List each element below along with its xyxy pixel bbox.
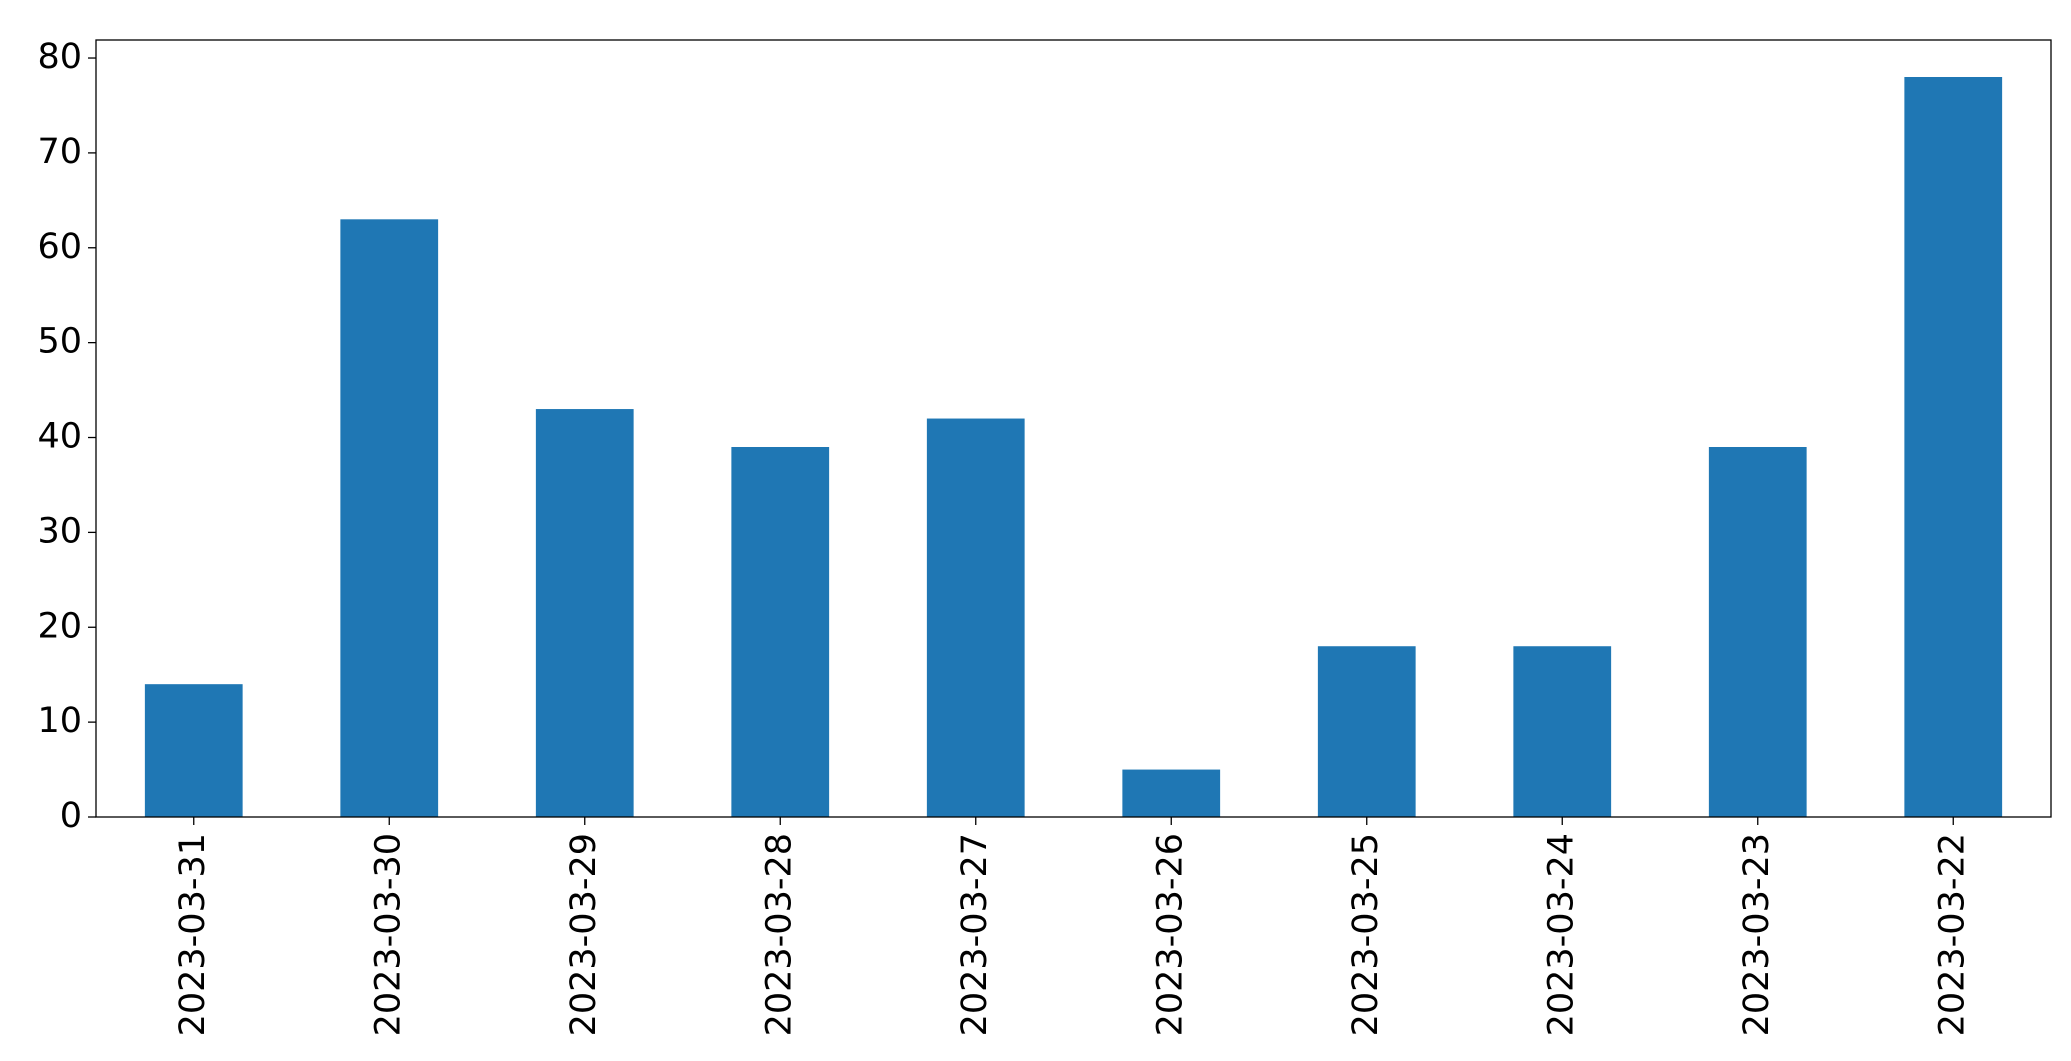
x-tick-label: 2023-03-24 <box>1541 833 1581 1036</box>
x-tick-label: 2023-03-31 <box>173 833 213 1036</box>
y-tick-label: 20 <box>37 606 82 646</box>
bar <box>1317 646 1416 817</box>
bar <box>926 418 1025 817</box>
bar <box>1708 447 1807 817</box>
plot-frame <box>95 39 2052 818</box>
x-tick-label: 2023-03-27 <box>955 833 995 1036</box>
y-tick-label: 70 <box>37 132 82 172</box>
x-tick-label: 2023-03-23 <box>1737 833 1777 1036</box>
bar <box>731 447 830 817</box>
bar <box>1513 646 1612 817</box>
y-tick-label: 10 <box>37 701 82 741</box>
bar <box>1122 769 1221 817</box>
y-tick-label: 80 <box>37 37 82 77</box>
x-tick-label: 2023-03-30 <box>368 833 408 1036</box>
x-tick-label: 2023-03-28 <box>759 833 799 1036</box>
bar <box>535 409 634 817</box>
y-tick-label: 50 <box>37 322 82 362</box>
bar <box>340 219 439 818</box>
x-tick-label: 2023-03-26 <box>1150 833 1190 1036</box>
bar <box>1904 77 2003 817</box>
y-tick-label: 0 <box>60 796 82 836</box>
y-tick-label: 60 <box>37 227 82 267</box>
x-tick-label: 2023-03-25 <box>1346 833 1386 1036</box>
bar <box>144 684 243 817</box>
x-tick-label: 2023-03-29 <box>564 833 604 1036</box>
y-tick-label: 40 <box>37 417 82 457</box>
x-tick-label: 2023-03-22 <box>1932 833 1972 1036</box>
y-tick-label: 30 <box>37 511 82 551</box>
